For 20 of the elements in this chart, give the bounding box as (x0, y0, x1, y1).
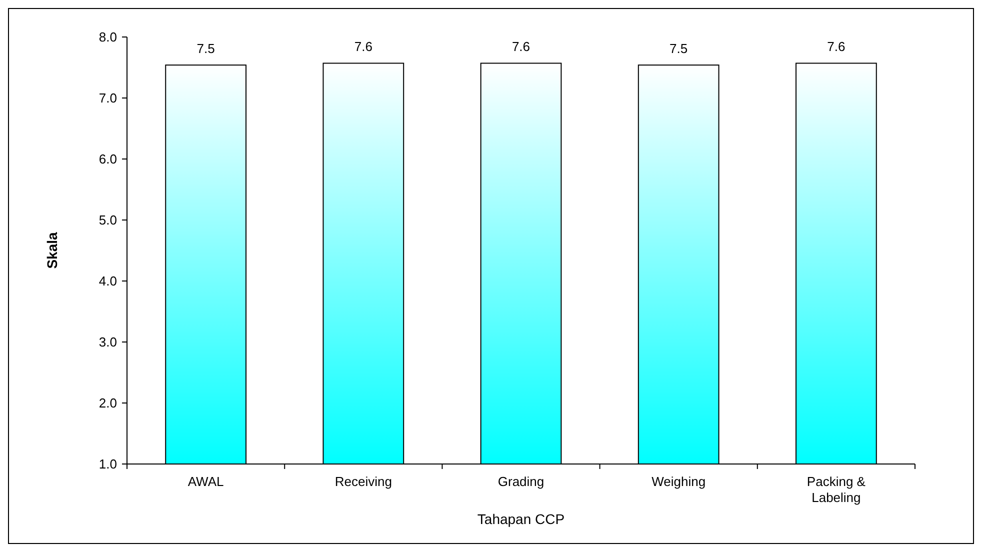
y-axis-title: Skala (44, 232, 60, 269)
y-tick-label: 2.0 (98, 396, 117, 411)
y-tick-label: 4.0 (98, 274, 117, 289)
x-tick-label: Weighing (652, 474, 706, 489)
x-tick-label: Receiving (334, 474, 392, 489)
x-tick-label: AWAL (188, 474, 224, 489)
data-label: 7.6 (827, 39, 846, 54)
data-label: 7.5 (670, 41, 688, 56)
y-tick-label: 3.0 (98, 334, 117, 350)
y-tick-label: 8.0 (98, 30, 117, 45)
y-tick-label: 5.0 (98, 212, 117, 228)
x-tick-label: Packing & Labeling (806, 474, 866, 505)
data-label: 7.6 (354, 39, 372, 54)
y-tick-label: 1.0 (98, 456, 117, 472)
x-axis-title: Tahapan CCP (477, 511, 565, 527)
x-tick-label: Grading (498, 474, 544, 489)
data-label: 7.6 (512, 39, 530, 54)
data-label: 7.5 (196, 41, 215, 56)
y-tick-label: 7.0 (98, 90, 117, 106)
y-tick-label: 6.0 (98, 152, 117, 167)
